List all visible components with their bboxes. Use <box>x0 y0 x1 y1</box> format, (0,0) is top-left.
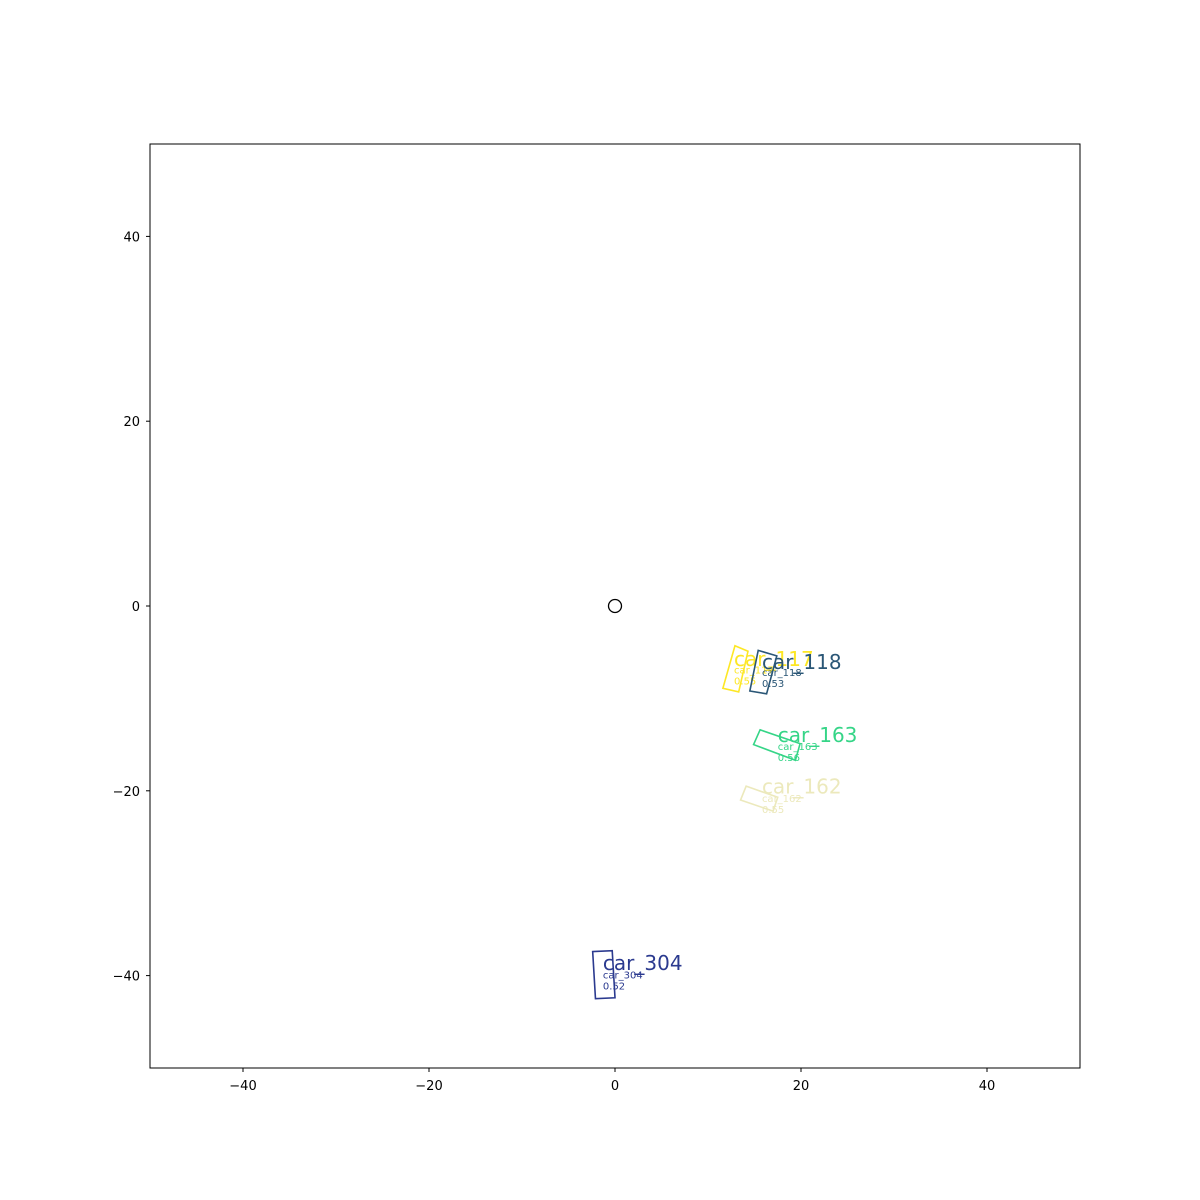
detection-box <box>752 728 802 762</box>
ego-vehicle-marker <box>607 598 623 614</box>
detection-id-small: car_304 <box>603 970 643 981</box>
detection-label: car_162 <box>762 775 842 799</box>
y-tick-label: 20 <box>123 415 140 430</box>
y-tick-label: 40 <box>123 230 140 245</box>
x-tick-label: 40 <box>979 1079 996 1094</box>
detection-id-small: car_162 <box>762 794 802 805</box>
axis-ticks-layer: −40 −20 0 20 40 −40 −20 0 20 40 <box>113 230 996 1094</box>
detection-box <box>739 785 779 813</box>
y-tick-label: 0 <box>132 600 140 615</box>
x-tick-label: −40 <box>229 1079 256 1094</box>
ego-layer <box>607 598 623 614</box>
y-tick-label: −40 <box>113 970 140 985</box>
detection-score: 0.53 <box>762 679 784 690</box>
detection-box <box>748 649 778 695</box>
detection-label: car_304 <box>603 951 683 975</box>
detection-id-small: car_163 <box>778 742 818 753</box>
detection-label: car_163 <box>778 723 858 747</box>
detection-label: car_118 <box>762 650 842 674</box>
detection-id-small: car_118 <box>762 668 802 679</box>
x-tick-label: 0 <box>611 1079 619 1094</box>
detections-layer: car_1170.55car_117car_1180.53car_118car_… <box>591 644 858 1000</box>
detection-box <box>721 644 749 693</box>
detection-score: 0.52 <box>603 981 625 992</box>
detection-score: 0.56 <box>778 753 800 764</box>
y-tick-label: −20 <box>113 785 140 800</box>
plot-frame <box>149 143 1081 1069</box>
x-tick-label: 20 <box>793 1079 810 1094</box>
detection-box <box>591 949 616 1000</box>
detection-score: 0.55 <box>734 676 756 687</box>
detection-score: 0.55 <box>762 805 784 816</box>
x-tick-label: −20 <box>415 1079 442 1094</box>
